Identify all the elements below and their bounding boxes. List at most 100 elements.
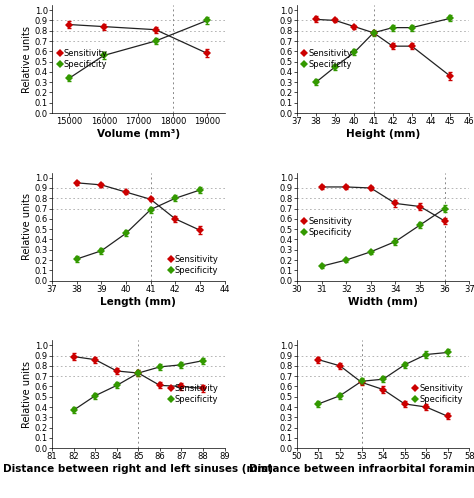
X-axis label: Length (mm): Length (mm) [100, 297, 176, 307]
Sensitivity [153, 27, 158, 33]
Sensitivity [148, 196, 154, 202]
Sensitivity [71, 354, 76, 360]
Line: Sensitivity: Sensitivity [73, 180, 203, 234]
Specificity [200, 358, 206, 364]
Specificity [390, 24, 395, 30]
Specificity [445, 350, 451, 356]
Sensitivity [101, 23, 107, 29]
Line: Specificity: Specificity [71, 358, 206, 413]
Line: Specificity: Specificity [319, 206, 448, 269]
Sensitivity [343, 184, 349, 190]
X-axis label: Volume (mm³): Volume (mm³) [97, 129, 180, 139]
Specificity [332, 64, 338, 70]
Sensitivity [332, 17, 338, 23]
Sensitivity [157, 382, 163, 388]
Specificity [352, 49, 357, 55]
Specificity [74, 256, 80, 262]
Sensitivity [114, 368, 119, 374]
Specificity [368, 249, 374, 255]
Sensitivity [99, 182, 104, 188]
X-axis label: Width (mm): Width (mm) [348, 297, 418, 307]
Specificity [402, 362, 408, 368]
Sensitivity [319, 184, 324, 190]
Sensitivity [66, 21, 72, 27]
X-axis label: Height (mm): Height (mm) [346, 129, 420, 139]
Line: Sensitivity: Sensitivity [71, 354, 206, 391]
Sensitivity [359, 379, 365, 385]
Sensitivity [380, 386, 386, 392]
Specificity [123, 230, 129, 236]
Legend: Sensitivity, Specificity: Sensitivity, Specificity [56, 47, 109, 71]
Sensitivity [445, 413, 451, 419]
Specificity [313, 79, 319, 85]
Sensitivity [197, 227, 203, 233]
Legend: Sensitivity, Specificity: Sensitivity, Specificity [301, 47, 354, 71]
Specificity [71, 407, 76, 413]
Y-axis label: Relative units: Relative units [22, 25, 32, 93]
Specificity [101, 52, 107, 58]
Sensitivity [179, 383, 184, 389]
Line: Sensitivity: Sensitivity [313, 16, 453, 79]
Specificity [316, 401, 321, 407]
Legend: Sensitivity, Specificity: Sensitivity, Specificity [167, 253, 220, 276]
Specificity [409, 24, 415, 30]
Sensitivity [442, 218, 447, 224]
Legend: Sensitivity, Specificity: Sensitivity, Specificity [301, 215, 354, 239]
Specificity [173, 195, 178, 201]
Sensitivity [173, 216, 178, 222]
Line: Specificity: Specificity [315, 349, 451, 407]
Specificity [99, 248, 104, 254]
Specificity [204, 17, 210, 23]
X-axis label: Distance between right and left sinuses (mm): Distance between right and left sinuses … [3, 464, 273, 474]
Sensitivity [409, 43, 415, 49]
Specificity [447, 15, 453, 21]
Y-axis label: Relative units: Relative units [22, 193, 32, 260]
Sensitivity [423, 404, 429, 410]
Specificity [197, 187, 203, 193]
Sensitivity [390, 43, 395, 49]
Specificity [371, 30, 376, 36]
Specificity [319, 263, 324, 269]
Sensitivity [136, 370, 141, 376]
Line: Specificity: Specificity [73, 187, 203, 262]
Specificity [114, 382, 119, 388]
Line: Sensitivity: Sensitivity [66, 21, 210, 56]
Y-axis label: Relative units: Relative units [22, 361, 32, 428]
Specificity [66, 75, 72, 81]
Line: Specificity: Specificity [313, 15, 453, 85]
Sensitivity [316, 357, 321, 363]
Specificity [337, 393, 343, 399]
Sensitivity [371, 30, 376, 36]
Sensitivity [92, 357, 98, 363]
Specificity [92, 393, 98, 399]
Specificity [392, 239, 398, 245]
X-axis label: Distance between infraorbital foramina (mm): Distance between infraorbital foramina (… [249, 464, 474, 474]
Specificity [442, 206, 447, 212]
Specificity [417, 222, 423, 228]
Sensitivity [447, 73, 453, 79]
Specificity [148, 207, 154, 213]
Specificity [157, 364, 163, 370]
Sensitivity [337, 363, 343, 369]
Sensitivity [123, 189, 129, 195]
Specificity [359, 378, 365, 384]
Sensitivity [200, 385, 206, 391]
Sensitivity [204, 50, 210, 56]
Line: Specificity: Specificity [66, 17, 210, 81]
Specificity [423, 352, 429, 358]
Legend: Sensitivity, Specificity: Sensitivity, Specificity [167, 382, 220, 406]
Sensitivity [402, 401, 408, 407]
Line: Sensitivity: Sensitivity [319, 184, 448, 224]
Sensitivity [368, 185, 374, 191]
Specificity [153, 38, 158, 44]
Sensitivity [417, 204, 423, 210]
Legend: Sensitivity, Specificity: Sensitivity, Specificity [412, 382, 465, 406]
Sensitivity [352, 23, 357, 29]
Specificity [343, 257, 349, 263]
Sensitivity [313, 16, 319, 22]
Specificity [179, 362, 184, 368]
Line: Sensitivity: Sensitivity [315, 357, 451, 419]
Sensitivity [392, 200, 398, 206]
Specificity [380, 376, 386, 382]
Sensitivity [74, 180, 80, 186]
